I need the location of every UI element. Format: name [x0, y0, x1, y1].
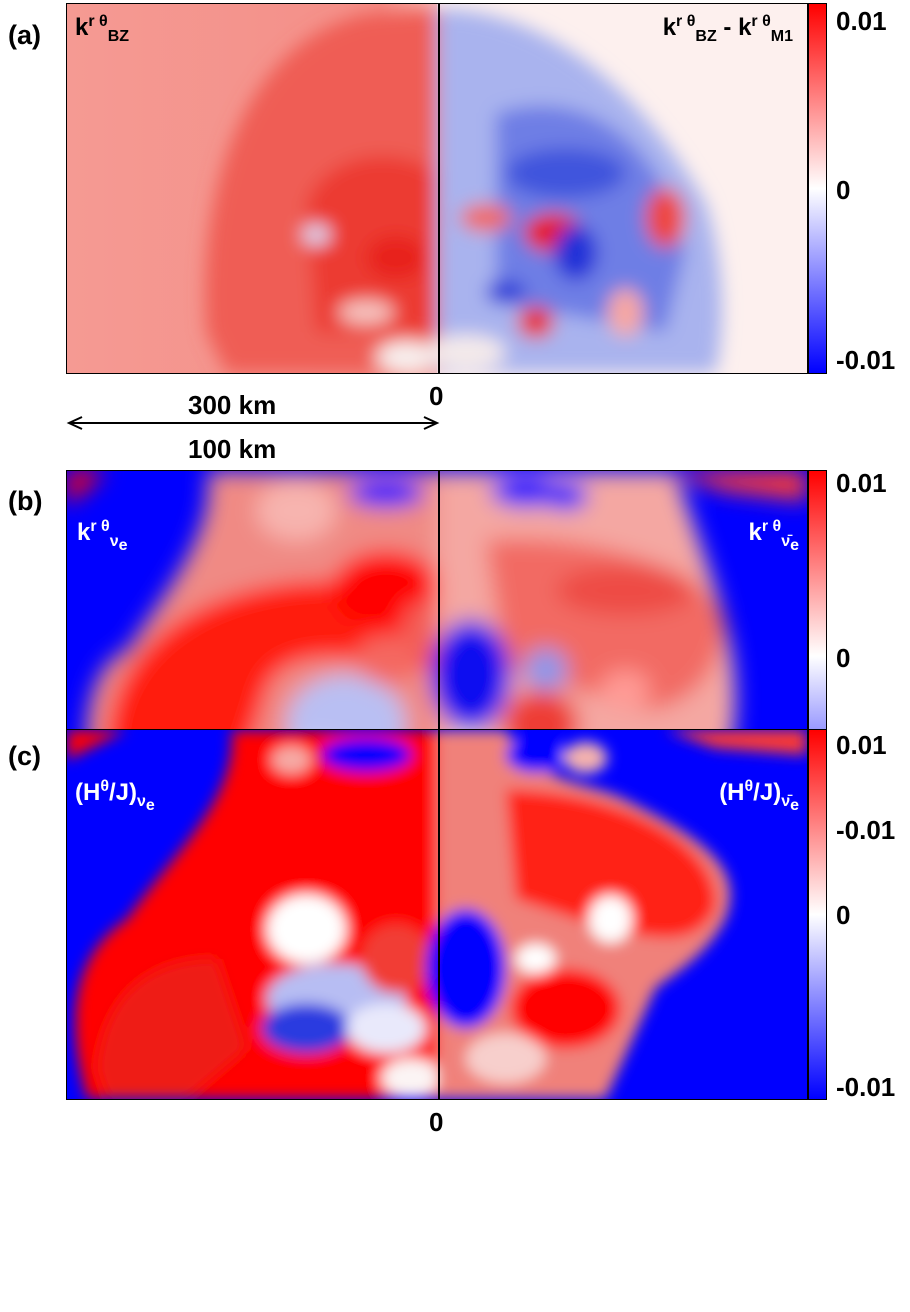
- panel-c-cbar-max: 0.01: [836, 730, 887, 760]
- panel-a-cbar-max: 0.01: [836, 6, 887, 36]
- panel-b-center-divider: [438, 471, 440, 841]
- panel-a-colormap: kr θBZ kr θBZ - kr θM1: [66, 3, 808, 374]
- panel-a-axis-center-label: 0: [429, 381, 444, 411]
- panel-a-left-title: kr θBZ: [75, 13, 130, 45]
- panel-c-colormap: (Hθ/J)νe (Hθ/J)ν̄e: [66, 729, 808, 1100]
- scale-bar-top-label: 300 km: [188, 390, 277, 420]
- panel-c-cbar-min: -0.01: [836, 1072, 896, 1102]
- panel-a-cbar-min: -0.01: [836, 345, 896, 375]
- panel-c-center-divider: [438, 730, 440, 1099]
- panel-a-right-title: kr θBZ - kr θM1: [662, 13, 793, 45]
- panel-b-cbar-mid: 0: [836, 643, 851, 673]
- panel-c-cbar-mid: 0: [836, 900, 851, 930]
- panel-c-right-title: (Hθ/J)ν̄e: [719, 778, 799, 814]
- panel-c-left-title: (Hθ/J)νe: [75, 778, 155, 814]
- panel-a-colorbar: [808, 3, 827, 374]
- scale-bar-arrow: [66, 416, 440, 430]
- scale-bar-bottom-label: 100 km: [188, 434, 277, 464]
- panel-a-image: [67, 4, 807, 373]
- panel-c-axis-center-label: 0: [429, 1107, 444, 1137]
- panel-b-left-title: kr θνe: [77, 518, 128, 554]
- panel-a-label: (a): [8, 20, 41, 50]
- panel-c-image: [67, 730, 807, 1099]
- panel-a-cbar-mid: 0: [836, 175, 851, 205]
- panel-b-cbar-max: 0.01: [836, 468, 887, 498]
- panel-b-cbar-min: -0.01: [836, 815, 896, 845]
- panel-b-label: (b): [8, 486, 43, 516]
- panel-a-center-divider: [438, 4, 440, 373]
- panel-c-colorbar: [808, 729, 827, 1100]
- panel-b-right-title: kr θν̄e: [748, 518, 799, 554]
- panel-c-label: (c): [8, 741, 41, 771]
